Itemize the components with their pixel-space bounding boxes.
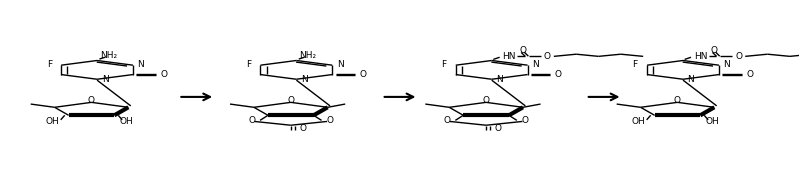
Text: N: N <box>337 60 344 69</box>
Text: F: F <box>633 60 638 69</box>
Text: F: F <box>246 60 251 69</box>
Text: OH: OH <box>706 117 719 126</box>
Text: HN: HN <box>502 52 516 61</box>
Text: O: O <box>746 70 753 79</box>
Text: N: N <box>496 75 503 84</box>
Text: O: O <box>519 46 526 55</box>
Text: N: N <box>138 60 144 69</box>
Text: N: N <box>102 75 109 84</box>
Text: O: O <box>674 96 681 105</box>
Text: OH: OH <box>46 117 60 126</box>
Text: O: O <box>326 116 333 125</box>
Text: O: O <box>710 46 718 55</box>
Text: O: O <box>444 116 451 125</box>
Text: N: N <box>532 60 539 69</box>
Text: O: O <box>299 124 306 133</box>
Text: NH₂: NH₂ <box>299 51 316 61</box>
Text: O: O <box>544 52 551 61</box>
Text: OH: OH <box>119 117 133 126</box>
Text: O: O <box>287 96 294 105</box>
Text: O: O <box>494 124 502 133</box>
Text: NH₂: NH₂ <box>100 51 117 61</box>
Text: N: N <box>301 75 308 84</box>
Text: O: O <box>735 52 742 61</box>
Text: O: O <box>88 96 95 105</box>
Text: O: O <box>359 70 366 79</box>
Text: O: O <box>160 70 167 79</box>
Text: O: O <box>482 96 490 105</box>
Text: O: O <box>249 116 255 125</box>
Text: O: O <box>522 116 528 125</box>
Text: N: N <box>723 60 730 69</box>
Text: F: F <box>46 60 52 69</box>
Text: O: O <box>555 70 562 79</box>
Text: HN: HN <box>694 52 707 61</box>
Text: OH: OH <box>632 117 646 126</box>
Text: F: F <box>442 60 446 69</box>
Text: N: N <box>688 75 694 84</box>
